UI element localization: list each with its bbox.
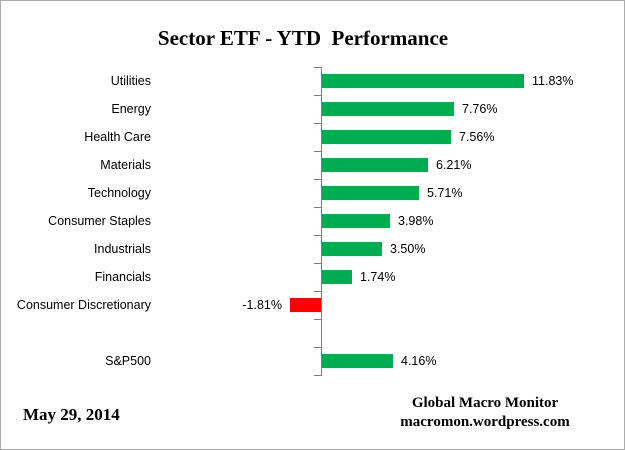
value-label-energy: 7.76% [462,102,498,116]
category-label-health-care: Health Care [84,130,151,144]
bar-financials [322,270,352,284]
category-label-consumer-discretionary: Consumer Discretionary [16,298,151,312]
axis-tick [314,151,321,152]
bar-consumer-discretionary [290,298,321,312]
bar-utilities [322,74,524,88]
category-label-industrials: Industrials [94,242,151,256]
axis-tick [314,179,321,180]
axis-tick [314,123,321,124]
axis-tick [314,67,321,68]
axis-tick [314,207,321,208]
value-label-technology: 5.71% [427,186,463,200]
category-label-materials: Materials [100,158,151,172]
value-label-utilities: 11.83% [532,74,574,88]
attribution-line2: macromon.wordpress.com [400,414,570,430]
attribution-line1: Global Macro Monitor [411,395,559,411]
axis-tick [314,95,321,96]
attribution: Global Macro Monitor macromon.wordpress.… [365,394,605,432]
category-label-energy: Energy [111,102,151,116]
value-label-s-p500: 4.16% [401,354,437,368]
category-label-financials: Financials [94,270,151,284]
axis-tick [314,235,321,236]
bar-consumer-staples [322,214,390,228]
axis-tick [314,291,321,292]
value-label-industrials: 3.50% [390,242,426,256]
value-label-health-care: 7.56% [459,130,495,144]
axis-tick [314,319,321,320]
bar-industrials [322,242,382,256]
value-label-financials: 1.74% [360,270,396,284]
category-label-technology: Technology [87,186,151,200]
category-label-s-p500: S&P500 [105,354,151,368]
bar-s-p500 [322,354,393,368]
date-label: May 29, 2014 [23,405,120,424]
category-axis-line [321,67,322,376]
category-label-utilities: Utilities [110,74,151,88]
value-label-consumer-discretionary: -1.81% [242,298,282,312]
category-label-consumer-staples: Consumer Staples [48,214,151,228]
chart-title: Sector ETF - YTD Performance [157,26,449,50]
bar-technology [322,186,419,200]
bar-health-care [322,130,451,144]
axis-tick [314,263,321,264]
axis-tick [314,375,321,376]
value-label-consumer-staples: 3.98% [398,214,434,228]
bar-materials [322,158,428,172]
bar-energy [322,102,454,116]
axis-tick [314,347,321,348]
value-label-materials: 6.21% [436,158,472,172]
